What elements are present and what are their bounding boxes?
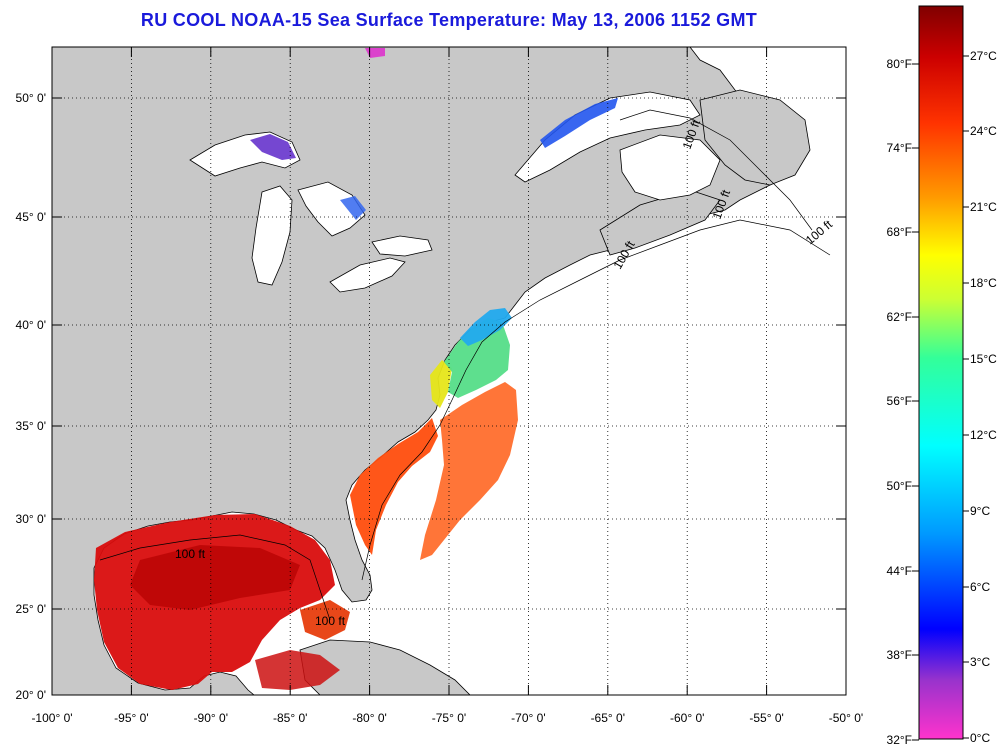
lake-michigan — [251, 185, 293, 286]
sst-southeast-coast — [350, 418, 438, 555]
colorbar-fahrenheit-labels: 80°F 74°F 68°F 62°F 56°F 50°F 44°F 38°F 32°F — [887, 57, 919, 747]
longitude-labels: -100° 0' -95° 0' -90° 0' -85° 0' -80° 0' -75°… — [31, 711, 863, 725]
lon-label: -75° 0' — [432, 711, 466, 725]
lat-label: 45° 0' — [16, 210, 46, 224]
lon-label: -90° 0' — [194, 711, 228, 725]
colorbar-c-label: 24°C — [970, 124, 997, 138]
lon-label: -80° 0' — [352, 711, 386, 725]
colorbar-f-label: 32°F — [887, 733, 912, 747]
colorbar-c-label: 21°C — [970, 200, 997, 214]
colorbar-f-label: 38°F — [887, 648, 912, 662]
sst-st-lawrence-blue — [540, 98, 618, 148]
graticule — [52, 47, 846, 695]
sst-florida-west — [300, 600, 350, 640]
colorbar-c-label: 18°C — [970, 276, 997, 290]
colorbar-f-label: 56°F — [887, 394, 912, 408]
sst-mid-atlantic-green — [444, 318, 510, 398]
sst-caribbean-red — [255, 650, 340, 690]
isobath-label-5: 100 ft — [175, 547, 206, 561]
land-north-america — [52, 47, 801, 695]
colorbar-c-label: 12°C — [970, 428, 997, 442]
map-content: 100 ft 100 ft 100 ft 100 ft 100 ft 100 f… — [52, 47, 835, 695]
lon-label: -50° 0' — [829, 711, 863, 725]
lat-label: 35° 0' — [16, 419, 46, 433]
colorbar-c-label: 0°C — [970, 731, 990, 745]
map-title: RU COOL NOAA-15 Sea Surface Temperature:… — [140, 10, 758, 30]
lon-label: -65° 0' — [591, 711, 625, 725]
axis-ticks — [51, 47, 847, 696]
lon-label: -100° 0' — [31, 711, 72, 725]
sst-lake-superior-purple — [250, 134, 296, 160]
lat-label: 20° 0' — [16, 688, 46, 702]
isobath-canada — [619, 109, 813, 231]
colorbar-c-label: 9°C — [970, 504, 990, 518]
colorbar-f-label: 62°F — [887, 310, 912, 324]
colorbar-f-label: 50°F — [887, 479, 912, 493]
lat-label: 50° 0' — [16, 91, 46, 105]
sst-gulf-red-core — [130, 545, 300, 610]
colorbar-f-label: 68°F — [887, 225, 912, 239]
colorbar-c-label: 6°C — [970, 580, 990, 594]
isobath-gulf — [99, 534, 331, 621]
sst-new-jersey-blue — [460, 308, 512, 346]
lon-label: -85° 0' — [273, 711, 307, 725]
land-newfoundland — [699, 89, 811, 186]
gulf-st-lawrence — [619, 134, 721, 201]
colorbar-celsius-labels: 27°C 24°C 21°C 18°C 15°C 12°C 9°C 6°C 3°C 0°C — [963, 49, 997, 745]
sst-lake-huron-blue — [340, 196, 366, 220]
colorbar-c-label: 15°C — [970, 352, 997, 366]
isobath-atlantic — [361, 219, 831, 581]
lon-label: -95° 0' — [114, 711, 148, 725]
lat-label: 25° 0' — [16, 602, 46, 616]
sst-mid-atlantic-yellow — [430, 360, 452, 408]
colorbar-f-label: 80°F — [887, 57, 912, 71]
isobath-label-6: 100 ft — [315, 614, 346, 628]
lon-label: -60° 0' — [670, 711, 704, 725]
latitude-labels: 50° 0' 45° 0' 40° 0' 35° 0' 30° 0' 25° 0' 20° … — [16, 91, 46, 702]
lon-label: -70° 0' — [511, 711, 545, 725]
lake-ontario — [371, 235, 433, 257]
lake-huron — [297, 181, 366, 237]
lon-label: -55° 0' — [749, 711, 783, 725]
colorbar-c-label: 3°C — [970, 655, 990, 669]
colorbar-f-label: 44°F — [887, 564, 912, 578]
lake-erie — [329, 257, 406, 293]
colorbar-f-label: 74°F — [887, 141, 912, 155]
colorbar-c-label: 27°C — [970, 49, 997, 63]
colorbar — [918, 5, 964, 740]
land-cuba — [299, 639, 471, 695]
lat-label: 40° 0' — [16, 318, 46, 332]
land-nova-scotia — [599, 189, 721, 256]
sst-gulf-stream — [420, 382, 518, 560]
lat-label: 30° 0' — [16, 512, 46, 526]
